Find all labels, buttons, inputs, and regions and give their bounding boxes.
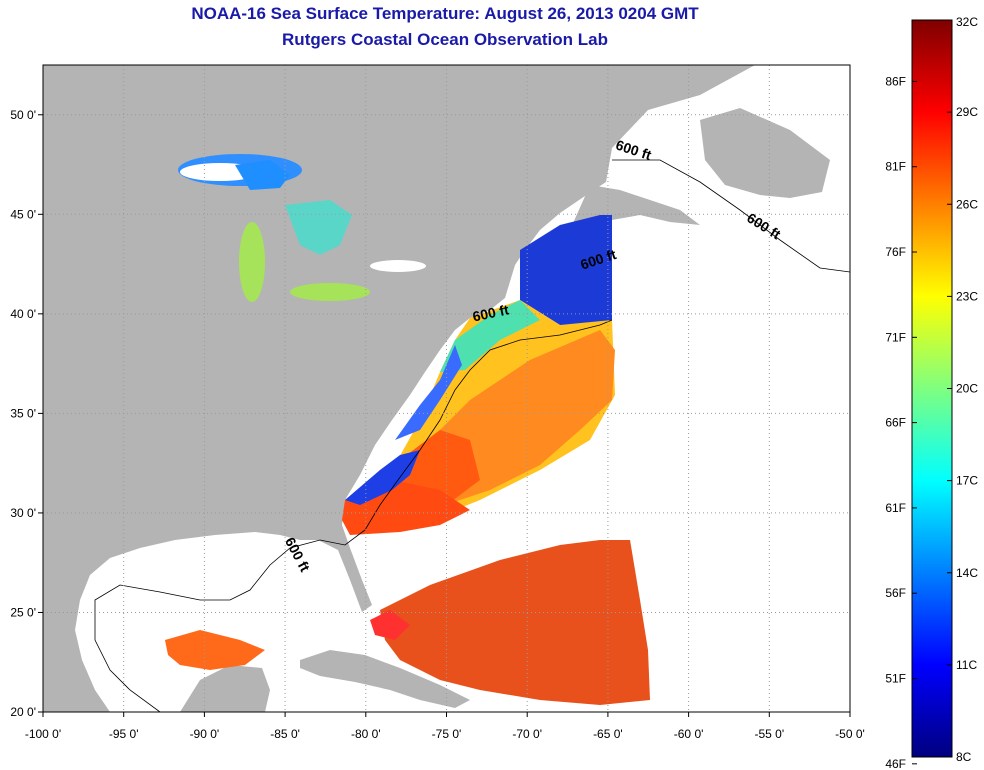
- map-subtitle: Rutgers Coastal Ocean Observation Lab: [282, 30, 608, 49]
- land-yucatan: [180, 665, 270, 712]
- lat-tick-label: 45 0': [10, 207, 36, 221]
- contour-600ft: [94, 159, 850, 712]
- map-title: NOAA-16 Sea Surface Temperature: August …: [191, 4, 699, 23]
- lon-tick-label: -75 0': [432, 727, 462, 741]
- lon-tick-label: -60 0': [674, 727, 704, 741]
- lat-tick-label: 25 0': [10, 605, 36, 619]
- celsius-tick-label: 26C: [956, 197, 978, 211]
- lat-tick-label: 50 0': [10, 108, 36, 122]
- celsius-tick-label: 32C: [956, 15, 978, 29]
- fahrenheit-tick-label: 61F: [885, 501, 906, 515]
- fahrenheit-tick-label: 81F: [885, 160, 906, 174]
- contour-label: 600 ft: [471, 301, 510, 324]
- celsius-tick-label: 11C: [956, 658, 977, 672]
- fahrenheit-tick-label: 56F: [885, 586, 906, 600]
- lon-tick-label: -50 0': [835, 727, 865, 741]
- fahrenheit-tick-label: 86F: [885, 74, 906, 88]
- lat-tick-label: 40 0': [10, 307, 36, 321]
- celsius-tick-label: 8C: [956, 750, 972, 764]
- lat-tick-label: 20 0': [10, 705, 36, 719]
- latitude-axis: 20 0' 25 0' 30 0' 35 0' 40 0' 45 0' 50 0': [10, 108, 43, 719]
- celsius-tick-label: 29C: [956, 105, 978, 119]
- celsius-tick-label: 17C: [956, 474, 978, 488]
- celsius-tick-label: 14C: [956, 566, 978, 580]
- celsius-tick-label: 23C: [956, 289, 978, 303]
- map-grid: [43, 65, 850, 712]
- land-north-america: [43, 65, 755, 712]
- fahrenheit-tick-label: 71F: [885, 330, 906, 344]
- fahrenheit-tick-label: 51F: [885, 672, 906, 686]
- fahrenheit-tick-label: 76F: [885, 245, 906, 259]
- lon-tick-label: -95 0': [109, 727, 139, 741]
- sst-field: [165, 160, 650, 705]
- fahrenheit-tick-label: 66F: [885, 416, 906, 430]
- land-cuba: [300, 650, 470, 708]
- lat-tick-label: 30 0': [10, 506, 36, 520]
- lat-tick-label: 35 0': [10, 406, 36, 420]
- longitude-axis: -100 0' -95 0' -90 0' -85 0' -80 0' -75 0' -70…: [25, 712, 865, 741]
- lon-tick-label: -65 0': [593, 727, 623, 741]
- colorbar: [911, 19, 953, 758]
- fahrenheit-tick-label: 46F: [885, 757, 906, 770]
- colorbar-celsius-ticks: 32C 29C 26C 23C 20C 17C 14C 11C 8C: [947, 15, 978, 764]
- lon-tick-label: -55 0': [754, 727, 784, 741]
- lon-tick-label: -80 0': [351, 727, 381, 741]
- lon-tick-label: -90 0': [190, 727, 220, 741]
- lon-tick-label: -70 0': [512, 727, 542, 741]
- land-newfoundland: [700, 108, 830, 198]
- celsius-tick-label: 20C: [956, 382, 978, 396]
- lon-tick-label: -100 0': [25, 727, 61, 741]
- colorbar-fahrenheit-ticks: 86F 81F 76F 71F 66F 61F 56F 51F 46F: [885, 74, 917, 770]
- lon-tick-label: -85 0': [270, 727, 300, 741]
